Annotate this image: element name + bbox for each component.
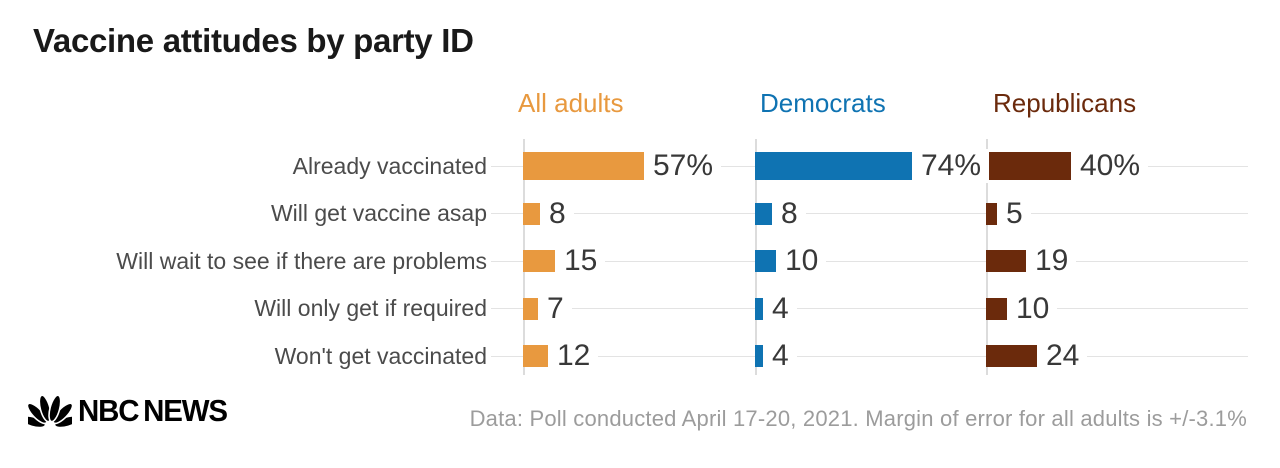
bar-all-adults <box>523 152 644 180</box>
value-label-democrats: 74% <box>912 149 990 183</box>
bar-democrats <box>755 250 776 272</box>
category-label: Will only get if required <box>254 295 487 321</box>
bar-democrats <box>755 202 772 225</box>
value-label-republicans: 10 <box>1007 291 1058 326</box>
value-label-republicans: 40% <box>1071 149 1149 183</box>
value-label-democrats: 4 <box>763 339 797 373</box>
series-header-republicans: Republicans <box>993 88 1137 118</box>
bar-republicans <box>986 345 1037 367</box>
value-label-all-adults: 7 <box>538 291 572 326</box>
row-leader-line <box>491 355 1248 357</box>
row-leader-line <box>491 308 1248 309</box>
value-label-all-adults: 12 <box>548 339 599 373</box>
row-leader-line <box>491 260 1248 262</box>
category-label: Already vaccinated <box>292 152 487 179</box>
nbc-news-wordmark: NBC NEWS <box>78 393 228 429</box>
category-label: Will wait to see if there are problems <box>116 247 487 274</box>
bar-republicans <box>986 250 1026 272</box>
value-label-all-adults: 57% <box>644 149 722 183</box>
brand-word-nbc: NBC <box>78 393 140 428</box>
row-leader-line <box>491 213 1248 214</box>
nbc-news-logo: NBC NEWS <box>28 393 235 429</box>
bar-all-adults <box>523 202 540 225</box>
bar-republicans <box>986 297 1007 320</box>
nbc-peacock-icon <box>28 395 72 427</box>
bar-all-adults <box>523 250 555 272</box>
series-header-all-adults: All adults <box>518 88 624 118</box>
brand-word-news: NEWS <box>143 393 228 428</box>
bar-democrats <box>755 345 763 367</box>
value-label-democrats: 4 <box>763 291 797 326</box>
series-header-democrats: Democrats <box>760 88 886 118</box>
value-label-democrats: 10 <box>776 244 827 278</box>
bar-republicans <box>986 202 997 225</box>
value-label-republicans: 19 <box>1026 244 1077 278</box>
value-label-all-adults: 15 <box>555 244 606 278</box>
chart-title: Vaccine attitudes by party ID <box>33 22 474 59</box>
bar-all-adults <box>523 297 538 320</box>
category-label: Won't get vaccinated <box>274 342 487 369</box>
bar-all-adults <box>523 345 548 367</box>
value-label-democrats: 8 <box>772 196 806 231</box>
category-label: Will get vaccine asap <box>270 200 487 226</box>
bar-democrats <box>755 297 763 320</box>
source-note: Data: Poll conducted April 17-20, 2021. … <box>469 406 1247 431</box>
value-label-republicans: 24 <box>1037 339 1088 373</box>
bar-republicans <box>986 152 1071 180</box>
value-label-all-adults: 8 <box>540 196 574 231</box>
value-label-republicans: 5 <box>997 196 1031 231</box>
bar-democrats <box>755 152 912 180</box>
